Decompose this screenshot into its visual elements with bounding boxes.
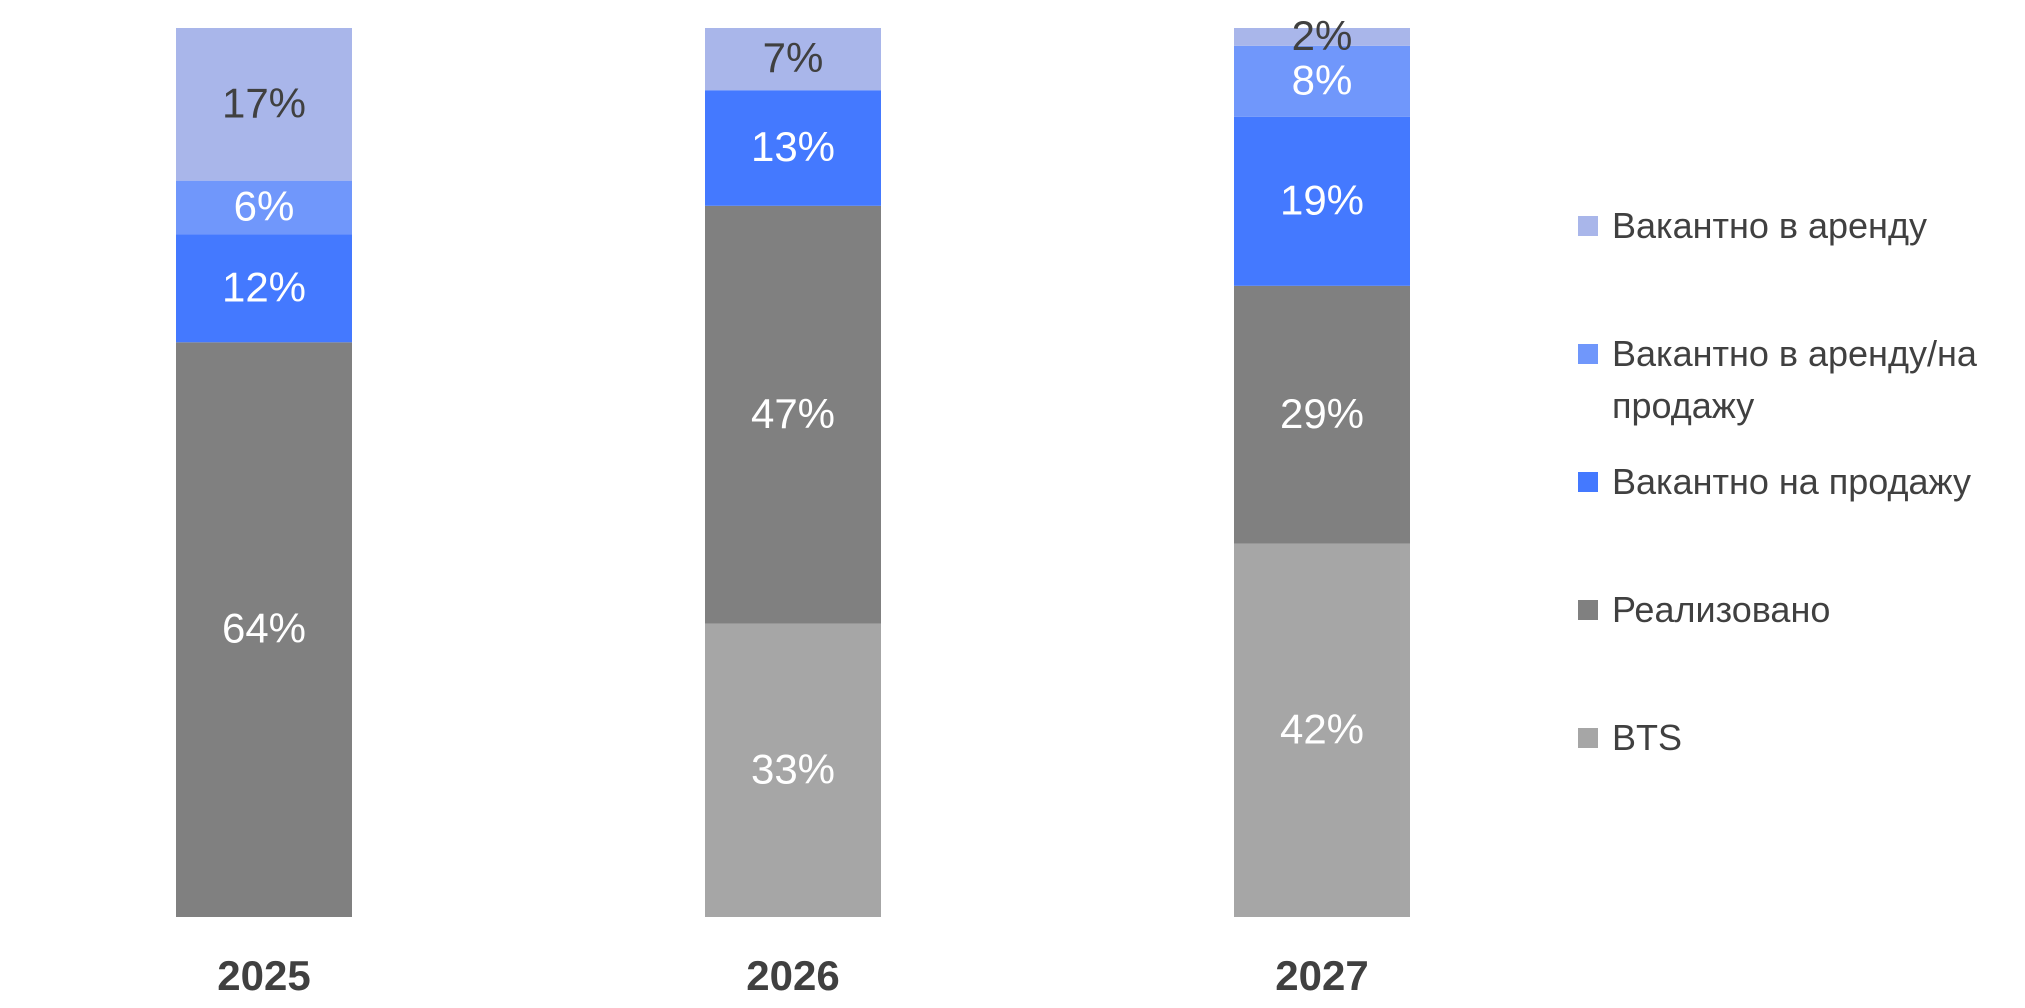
legend-label: Вакантно в аренду/на продажу xyxy=(1612,333,1977,426)
category-label: 2027 xyxy=(1275,952,1368,999)
bar-segment xyxy=(1234,543,1410,917)
legend-item-bts: BTS xyxy=(1578,712,1682,764)
bar-segment xyxy=(705,28,881,91)
legend-item-vacant-rent: Вакантно в аренду xyxy=(1578,200,1927,252)
bar-segment xyxy=(176,342,352,917)
legend-swatch xyxy=(1578,216,1598,236)
bar-segment xyxy=(1234,116,1410,286)
data-label: 64% xyxy=(222,605,306,652)
legend-swatch xyxy=(1578,600,1598,620)
bar-segment xyxy=(1234,28,1410,46)
legend-label: BTS xyxy=(1612,717,1683,758)
legend-swatch xyxy=(1578,472,1598,492)
data-label: 8% xyxy=(1292,56,1353,103)
legend-item-sold: Реализовано xyxy=(1578,584,1830,636)
data-label: 19% xyxy=(1280,176,1364,223)
bar-segment xyxy=(705,623,881,917)
category-label: 2026 xyxy=(746,952,839,999)
data-label: 29% xyxy=(1280,390,1364,437)
stacked-bar-chart: 64% 12% 6% 17% 2025 33% 47% 13% 7% 2026 42% 29% 19% 8… xyxy=(176,12,1410,999)
data-label: 42% xyxy=(1280,705,1364,752)
data-label: 6% xyxy=(234,183,295,230)
bar-segment xyxy=(1234,45,1410,117)
data-label: 7% xyxy=(763,34,824,81)
category-label: 2025 xyxy=(217,952,310,999)
bar-segment xyxy=(176,28,352,181)
legend-swatch xyxy=(1578,344,1598,364)
bar-segment xyxy=(176,234,352,343)
data-label: 47% xyxy=(751,390,835,437)
data-label: 2% xyxy=(1292,12,1353,59)
legend-label: Вакантно на продажу xyxy=(1612,461,1972,502)
bar-segment xyxy=(705,205,881,624)
data-label: 33% xyxy=(751,745,835,792)
data-label: 13% xyxy=(751,123,835,170)
legend-swatch xyxy=(1578,728,1598,748)
legend-label: Вакантно в аренду xyxy=(1612,205,1927,246)
bar-segment xyxy=(705,90,881,206)
data-label: 17% xyxy=(222,79,306,126)
legend-item-vacant-sale: Вакантно на продажу xyxy=(1578,456,1971,508)
bar-segment xyxy=(1234,285,1410,544)
bar-segment xyxy=(176,180,352,235)
legend-item-vacant-rent-sale: Вакантно в аренду/на продажу xyxy=(1578,328,1998,432)
legend-label: Реализовано xyxy=(1612,589,1831,630)
data-label: 12% xyxy=(222,264,306,311)
